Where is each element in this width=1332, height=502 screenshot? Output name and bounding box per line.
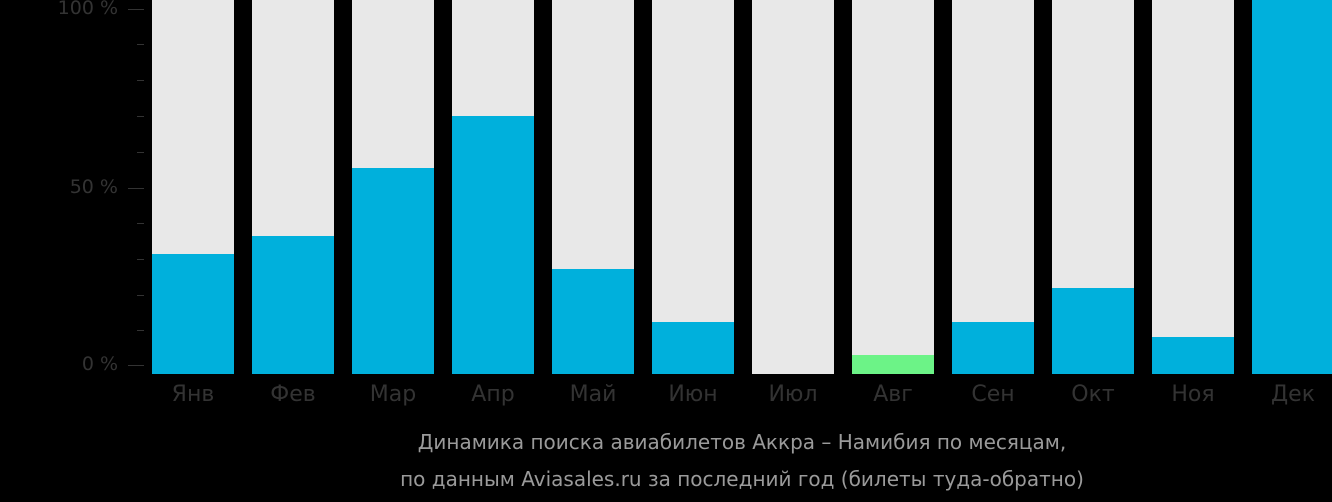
x-tick-label: Авг bbox=[873, 382, 913, 407]
y-tick-major bbox=[128, 9, 144, 10]
y-tick-label: 0 % bbox=[81, 353, 118, 375]
x-tick-label: Ноя bbox=[1171, 382, 1215, 407]
bar-track bbox=[752, 0, 834, 374]
x-tick-label: Окт bbox=[1071, 382, 1115, 407]
bar-track bbox=[1052, 0, 1134, 374]
bar-fill bbox=[652, 321, 734, 374]
y-tick-minor bbox=[137, 295, 144, 296]
y-tick-minor bbox=[137, 116, 144, 117]
bar-fill bbox=[1252, 0, 1332, 374]
bar-track bbox=[152, 0, 234, 374]
y-tick-minor bbox=[137, 80, 144, 81]
y-tick-major bbox=[128, 365, 144, 366]
bar-track bbox=[652, 0, 734, 374]
chart-title: Динамика поиска авиабилетов Аккра – Нами… bbox=[417, 430, 1067, 454]
bar-track bbox=[352, 0, 434, 374]
bar-fill bbox=[252, 235, 334, 374]
bar-fill bbox=[152, 254, 234, 374]
x-tick-label: Апр bbox=[471, 382, 515, 407]
x-tick-label: Май bbox=[569, 382, 617, 407]
bar-fill bbox=[352, 168, 434, 374]
x-tick-label: Июн bbox=[668, 382, 718, 407]
y-tick-label: 100 % bbox=[57, 0, 118, 19]
bar-fill bbox=[952, 321, 1034, 374]
bar-track bbox=[552, 0, 634, 374]
bar-fill bbox=[1152, 336, 1234, 374]
bar-track bbox=[852, 0, 934, 374]
bar-track bbox=[1252, 0, 1332, 374]
x-tick-label: Фев bbox=[270, 382, 316, 407]
x-tick-label: Янв bbox=[171, 382, 215, 407]
bar-track bbox=[1152, 0, 1234, 374]
y-tick-major bbox=[128, 188, 144, 189]
y-tick-minor bbox=[137, 259, 144, 260]
bar-fill bbox=[1052, 287, 1134, 374]
y-tick-minor bbox=[137, 330, 144, 331]
y-tick-minor bbox=[137, 44, 144, 45]
y-tick-minor bbox=[137, 223, 144, 224]
bar-track bbox=[252, 0, 334, 374]
x-tick-label: Мар bbox=[369, 382, 417, 407]
bar-fill bbox=[852, 355, 934, 374]
y-tick-label: 50 % bbox=[69, 176, 118, 198]
bar-track bbox=[952, 0, 1034, 374]
chart-subtitle: по данным Aviasales.ru за последний год … bbox=[400, 467, 1084, 491]
bar-fill bbox=[552, 269, 634, 374]
bar-fill bbox=[452, 115, 534, 374]
x-tick-label: Дек bbox=[1270, 382, 1315, 407]
x-tick-label: Сен bbox=[971, 382, 1015, 407]
y-tick-minor bbox=[137, 152, 144, 153]
bar-track bbox=[452, 0, 534, 374]
x-tick-label: Июл bbox=[768, 382, 818, 407]
